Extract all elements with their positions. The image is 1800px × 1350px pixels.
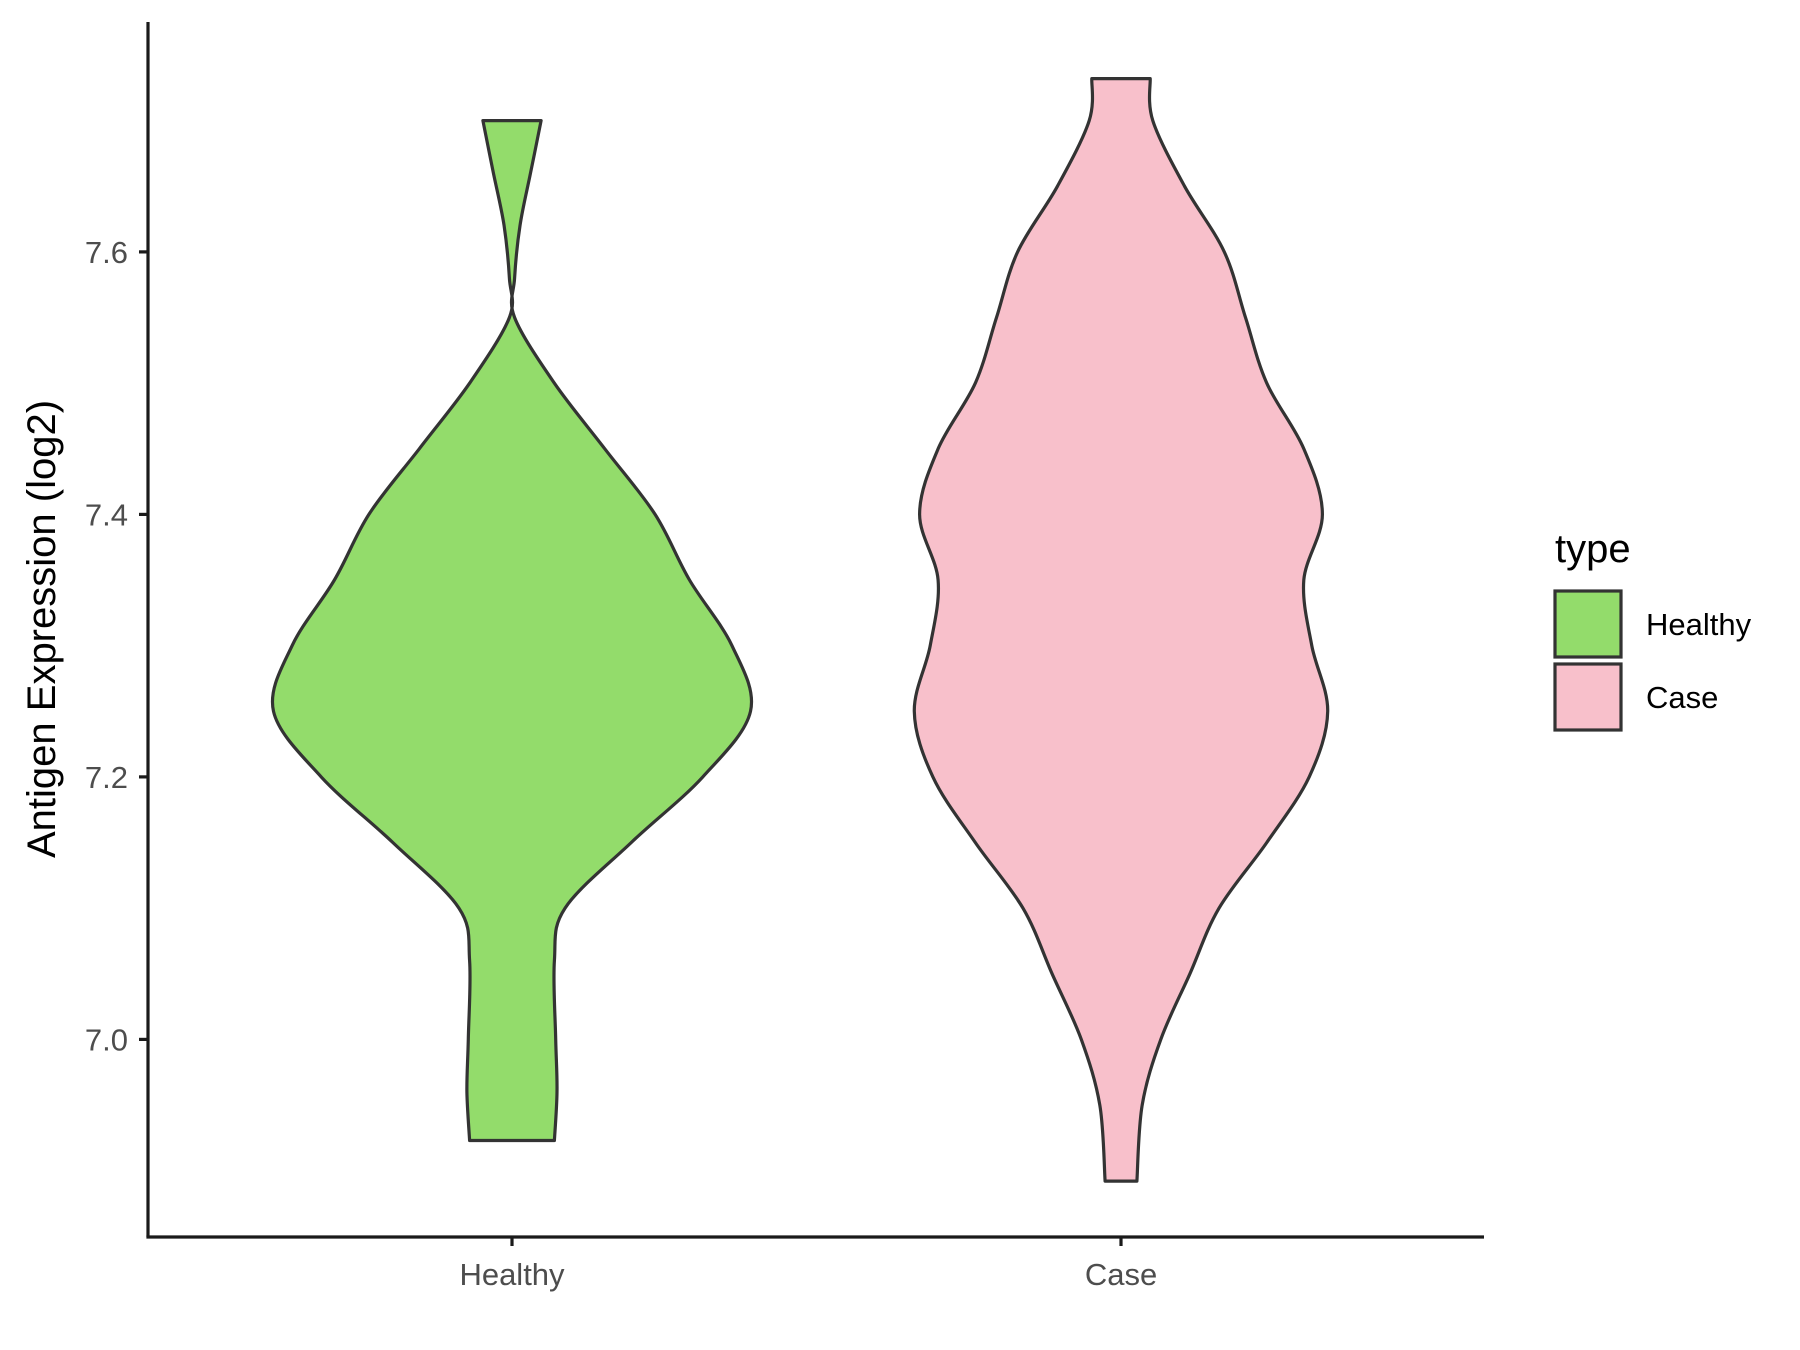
- y-tick-label: 7.4: [85, 497, 128, 532]
- legend-label-healthy: Healthy: [1646, 607, 1752, 642]
- x-tick-label: Healthy: [459, 1257, 565, 1292]
- y-tick-label: 7.2: [85, 760, 128, 795]
- y-tick-label: 7.0: [85, 1022, 128, 1057]
- y-tick-label: 7.6: [85, 235, 128, 270]
- x-axis-ticks: Healthy Case: [459, 1237, 1157, 1292]
- x-tick-label: Case: [1085, 1257, 1157, 1292]
- violins-layer: [270, 77, 1330, 1183]
- legend-key-case: [1553, 662, 1623, 732]
- legend-title: type: [1555, 527, 1631, 571]
- legend-key-healthy: [1553, 589, 1623, 659]
- y-axis-ticks: 7.0 7.2 7.4 7.6: [85, 235, 148, 1057]
- legend-label-case: Case: [1646, 680, 1718, 715]
- violin-healthy: [270, 119, 754, 1143]
- y-axis-title: Antigen Expression (log2): [20, 400, 64, 858]
- legend: type Healthy Case: [1553, 527, 1752, 732]
- violin-case: [912, 77, 1330, 1183]
